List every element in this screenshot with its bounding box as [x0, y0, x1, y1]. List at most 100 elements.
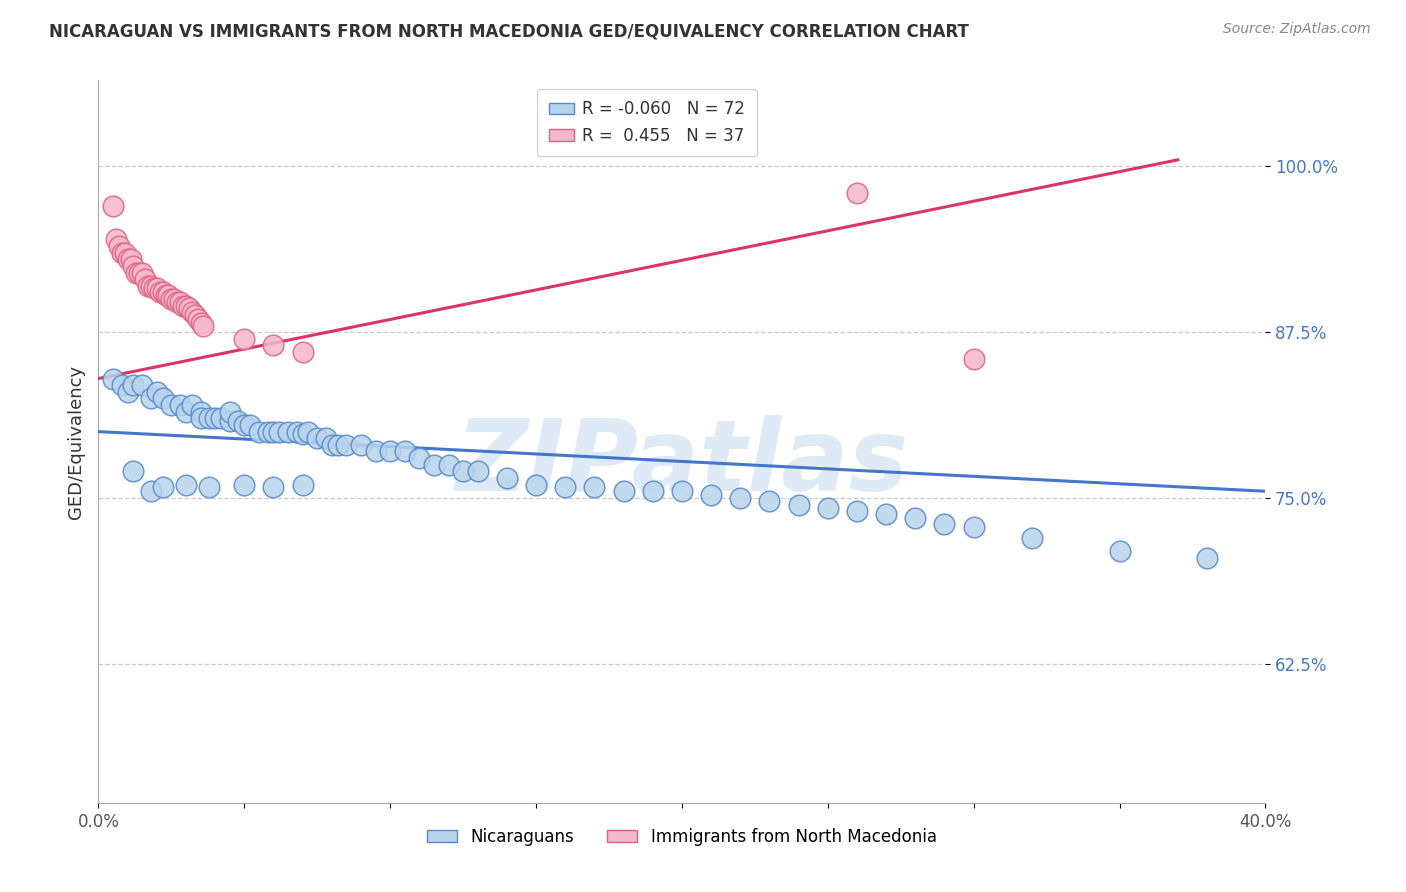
Point — [962, 520, 984, 534]
Point — [152, 285, 174, 300]
Point — [228, 414, 250, 428]
Point — [315, 431, 337, 445]
Point — [122, 464, 145, 478]
Point — [297, 425, 319, 439]
Point — [256, 425, 278, 439]
Point — [111, 245, 134, 260]
Point — [193, 318, 215, 333]
Point — [163, 292, 186, 306]
Point — [198, 480, 221, 494]
Point — [174, 405, 197, 419]
Point — [321, 438, 343, 452]
Point — [817, 501, 839, 516]
Point — [247, 425, 270, 439]
Point — [117, 384, 139, 399]
Point — [787, 498, 810, 512]
Point — [172, 299, 194, 313]
Point — [169, 294, 191, 309]
Point — [157, 288, 180, 302]
Point — [846, 186, 869, 200]
Point — [262, 338, 284, 352]
Point — [183, 308, 205, 322]
Point — [190, 405, 212, 419]
Point — [128, 266, 150, 280]
Point — [1195, 550, 1218, 565]
Text: ZIPatlas: ZIPatlas — [456, 415, 908, 512]
Point — [152, 480, 174, 494]
Point — [146, 281, 169, 295]
Point — [335, 438, 357, 452]
Point — [291, 427, 314, 442]
Point — [198, 411, 221, 425]
Point — [350, 438, 373, 452]
Point — [180, 305, 202, 319]
Point — [364, 444, 387, 458]
Point — [174, 299, 197, 313]
Y-axis label: GED/Equivalency: GED/Equivalency — [66, 365, 84, 518]
Point — [758, 493, 780, 508]
Text: Source: ZipAtlas.com: Source: ZipAtlas.com — [1223, 22, 1371, 37]
Point — [117, 252, 139, 267]
Point — [101, 199, 124, 213]
Point — [326, 438, 349, 452]
Point — [111, 378, 134, 392]
Point — [875, 507, 897, 521]
Point — [408, 451, 430, 466]
Point — [239, 417, 262, 432]
Point — [437, 458, 460, 472]
Point — [262, 425, 284, 439]
Point — [204, 411, 226, 425]
Point — [1021, 531, 1043, 545]
Point — [962, 351, 984, 366]
Point — [700, 488, 723, 502]
Point — [846, 504, 869, 518]
Point — [262, 480, 284, 494]
Point — [233, 417, 256, 432]
Point — [160, 292, 183, 306]
Point — [291, 345, 314, 359]
Point — [180, 398, 202, 412]
Point — [149, 285, 172, 300]
Point — [134, 272, 156, 286]
Point — [218, 405, 240, 419]
Point — [307, 431, 329, 445]
Point — [496, 471, 519, 485]
Point — [155, 288, 177, 302]
Point — [612, 484, 634, 499]
Point — [122, 259, 145, 273]
Point — [934, 517, 956, 532]
Point — [394, 444, 416, 458]
Point — [583, 480, 606, 494]
Point — [233, 477, 256, 491]
Point — [291, 477, 314, 491]
Point — [269, 425, 291, 439]
Point — [524, 477, 547, 491]
Point — [131, 378, 153, 392]
Point — [190, 316, 212, 330]
Point — [218, 414, 240, 428]
Point — [139, 484, 162, 499]
Point — [187, 312, 209, 326]
Point — [451, 464, 474, 478]
Point — [160, 398, 183, 412]
Point — [554, 480, 576, 494]
Point — [125, 266, 148, 280]
Point — [730, 491, 752, 505]
Point — [467, 464, 489, 478]
Point — [233, 332, 256, 346]
Point — [423, 458, 446, 472]
Point — [152, 392, 174, 406]
Point — [139, 392, 162, 406]
Point — [380, 444, 402, 458]
Point — [1108, 544, 1130, 558]
Point — [104, 232, 127, 246]
Point — [101, 371, 124, 385]
Point — [190, 411, 212, 425]
Point — [169, 398, 191, 412]
Point — [285, 425, 308, 439]
Point — [146, 384, 169, 399]
Point — [904, 510, 927, 524]
Point — [166, 294, 188, 309]
Point — [108, 239, 131, 253]
Point — [139, 278, 162, 293]
